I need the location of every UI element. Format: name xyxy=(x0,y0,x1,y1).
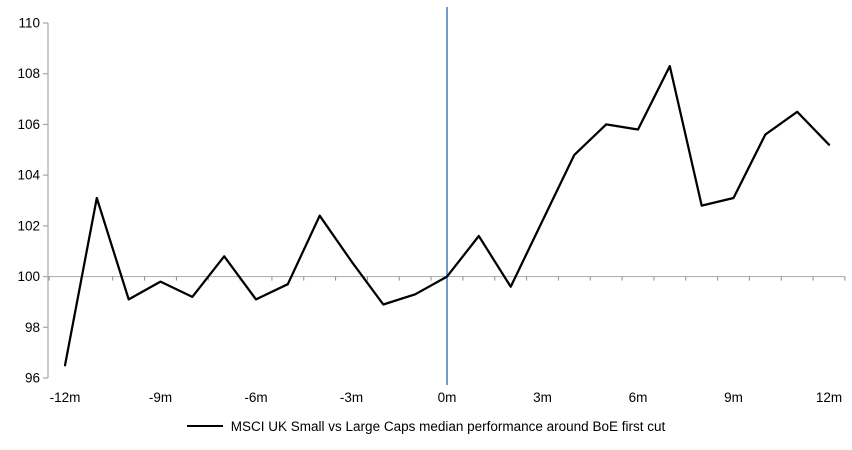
y-axis-tick-label: 104 xyxy=(17,168,40,183)
legend: MSCI UK Small vs Large Caps median perfo… xyxy=(0,416,852,436)
y-axis-tick-label: 96 xyxy=(25,371,40,386)
x-axis-tick-label: -6m xyxy=(244,390,267,405)
y-axis-tick-label: 100 xyxy=(17,269,40,284)
x-axis-tick-label: 0m xyxy=(438,390,457,405)
x-axis-tick-label: 9m xyxy=(724,390,743,405)
legend-line-swatch xyxy=(186,425,223,427)
x-axis-tick-label: -3m xyxy=(340,390,363,405)
y-axis-tick-label: 110 xyxy=(18,16,40,31)
x-axis-tick-label: 3m xyxy=(533,390,552,405)
x-axis-tick-label: 12m xyxy=(816,390,842,405)
x-axis-tick-label: -12m xyxy=(50,390,81,405)
y-axis-tick-label: 106 xyxy=(17,117,40,132)
x-axis-tick-label: 6m xyxy=(629,390,648,405)
x-axis-tick-label: -9m xyxy=(149,390,172,405)
y-axis-tick-label: 102 xyxy=(17,218,40,233)
y-axis-tick-label: 108 xyxy=(17,66,40,81)
legend-label: MSCI UK Small vs Large Caps median perfo… xyxy=(230,418,666,434)
y-axis-tick-label: 98 xyxy=(25,320,40,335)
series-line xyxy=(63,64,831,367)
